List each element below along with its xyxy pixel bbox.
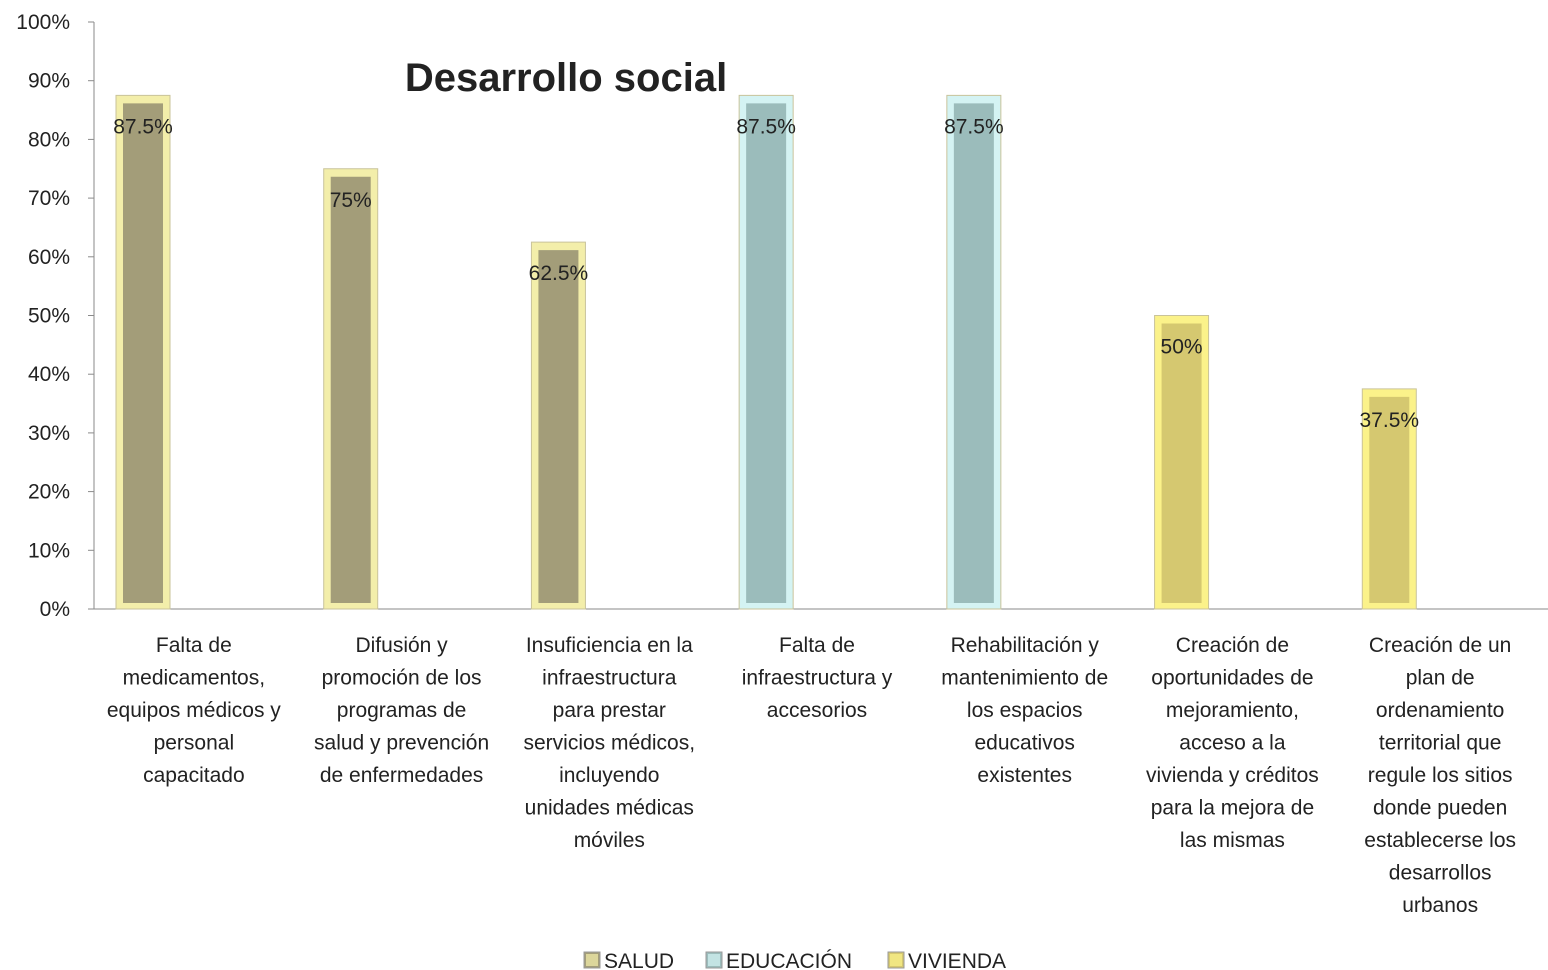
bar-fill xyxy=(1161,323,1202,603)
data-label: 75% xyxy=(330,189,372,212)
legend-item-vivienda: VIVIENDA xyxy=(887,950,1006,970)
data-label: 87.5% xyxy=(736,115,796,138)
y-tick-label: 0% xyxy=(40,598,70,621)
legend-item-educación: EDUCACIÓN xyxy=(705,950,852,970)
y-tick-label: 50% xyxy=(28,305,70,328)
bar-fill xyxy=(330,176,371,603)
data-label: 37.5% xyxy=(1360,409,1420,432)
x-category-label: Insuficiencia en la infraestructura para p… xyxy=(524,634,696,852)
bar-vivienda: 37.5% xyxy=(1360,388,1420,610)
y-tick-label: 60% xyxy=(28,246,70,269)
y-tick-label: 90% xyxy=(28,70,70,93)
legend-label: EDUCACIÓN xyxy=(726,950,852,970)
bar-educación: 87.5% xyxy=(736,94,796,610)
y-tick-label: 30% xyxy=(28,422,70,445)
legend-swatch-highlight xyxy=(890,954,902,966)
chart-axes: 0% 10% 20% 30% 40% 50% 60% 70% 80% 90% 100% xyxy=(16,11,1548,621)
bar-educación: 87.5% xyxy=(944,94,1004,610)
y-tick-label: 70% xyxy=(28,187,70,210)
data-label: 87.5% xyxy=(113,115,173,138)
legend-swatch-highlight xyxy=(708,954,720,966)
x-category-label: Difusión y promoción de los programas de sa… xyxy=(314,634,489,787)
bar-fill xyxy=(1369,396,1410,603)
x-category-label: Rehabilitación y mantenimiento de los espa… xyxy=(941,634,1108,787)
bar-vivienda: 50% xyxy=(1154,315,1210,610)
bar-fill xyxy=(123,103,163,603)
legend-swatch-highlight xyxy=(586,954,598,966)
data-label: 50% xyxy=(1161,336,1203,359)
y-tick-label: 10% xyxy=(28,539,70,562)
legend-label: SALUD xyxy=(604,950,674,970)
data-label: 62.5% xyxy=(529,262,589,285)
bar-fill xyxy=(538,250,579,603)
legend-label: VIVIENDA xyxy=(908,950,1006,970)
y-tick-label: 40% xyxy=(28,363,70,386)
x-category-label: Falta de medicamentos, equipos médicos y pe… xyxy=(107,634,281,787)
y-tick-label: 100% xyxy=(16,11,70,34)
bar-salud: 62.5% xyxy=(529,241,589,610)
x-category-label: Creación de un plan de ordenamiento territo… xyxy=(1364,634,1516,917)
data-label: 87.5% xyxy=(944,115,1004,138)
bar-salud: 75% xyxy=(323,168,379,610)
chart-legend: SALUD EDUCACIÓN VIVIENDA xyxy=(583,950,1006,970)
y-tick-label: 20% xyxy=(28,481,70,504)
bar-salud: 87.5% xyxy=(113,94,173,610)
x-category-label: Creación de oportunidades de mejoramiento,… xyxy=(1146,634,1319,852)
bar-fill xyxy=(746,103,787,603)
chart-title: Desarrollo social xyxy=(405,56,727,100)
bar-fill xyxy=(953,103,994,603)
category-labels: Falta de medicamentos, equipos médicos y pe… xyxy=(107,634,1516,917)
legend-item-salud: SALUD xyxy=(583,950,674,970)
x-category-label: Falta de infraestructura y accesorios xyxy=(742,634,893,722)
y-tick-label: 80% xyxy=(28,128,70,151)
chart-bars: 87.5% 75% 62.5% 87.5% 87.5% 50% 37.5% xyxy=(113,94,1420,610)
